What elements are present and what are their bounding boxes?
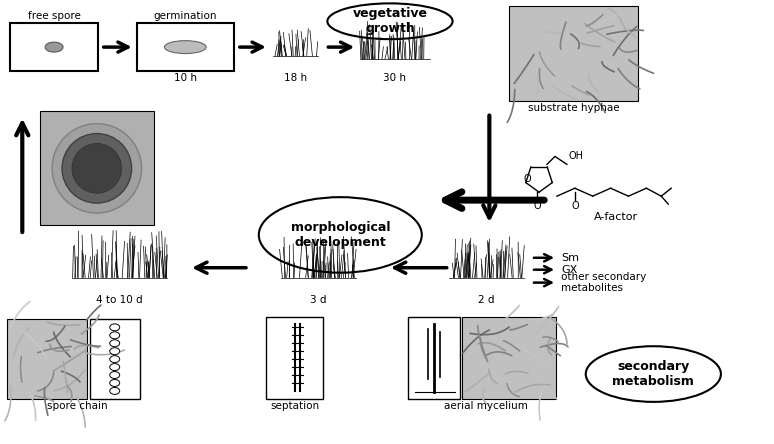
- Ellipse shape: [259, 197, 422, 273]
- Text: O: O: [571, 201, 579, 211]
- Text: 4 to 10 d: 4 to 10 d: [97, 294, 143, 305]
- Text: 30 h: 30 h: [383, 73, 406, 83]
- Text: 18 h: 18 h: [284, 73, 307, 83]
- Text: septation: septation: [270, 401, 319, 411]
- Bar: [40, 111, 155, 225]
- Ellipse shape: [110, 324, 120, 331]
- Text: secondary
metabolism: secondary metabolism: [612, 360, 694, 388]
- Text: GX: GX: [561, 265, 577, 275]
- Ellipse shape: [164, 41, 206, 54]
- Text: Sm: Sm: [561, 253, 579, 263]
- Bar: [10, 23, 98, 71]
- Ellipse shape: [110, 340, 120, 347]
- Text: A-factor: A-factor: [594, 212, 638, 222]
- Bar: [509, 6, 639, 101]
- Text: morphological
development: morphological development: [290, 221, 390, 249]
- Ellipse shape: [72, 143, 122, 193]
- Ellipse shape: [327, 4, 453, 39]
- Text: 10 h: 10 h: [174, 73, 197, 83]
- Ellipse shape: [110, 364, 120, 371]
- Ellipse shape: [110, 348, 120, 355]
- Ellipse shape: [110, 356, 120, 363]
- Ellipse shape: [586, 346, 721, 402]
- Bar: [461, 317, 556, 399]
- Ellipse shape: [62, 134, 132, 203]
- Text: OH: OH: [569, 151, 584, 162]
- Text: other secondary
metabolites: other secondary metabolites: [561, 272, 646, 293]
- Ellipse shape: [110, 380, 120, 386]
- Text: germination: germination: [153, 11, 217, 21]
- Text: spore chain: spore chain: [46, 401, 108, 411]
- Text: 3 d: 3 d: [310, 294, 327, 305]
- Bar: [8, 319, 87, 399]
- Text: vegetative
growth: vegetative growth: [352, 7, 427, 35]
- Bar: [136, 23, 234, 71]
- Text: O: O: [523, 174, 531, 184]
- Bar: [90, 319, 139, 399]
- Ellipse shape: [110, 372, 120, 379]
- Ellipse shape: [110, 332, 120, 339]
- Text: aerial mycelium: aerial mycelium: [444, 401, 529, 411]
- Text: substrate hyphae: substrate hyphae: [528, 103, 620, 113]
- Ellipse shape: [45, 42, 63, 52]
- Ellipse shape: [110, 388, 120, 394]
- Bar: [408, 317, 460, 399]
- Text: 2 d: 2 d: [478, 294, 495, 305]
- Bar: [265, 317, 324, 399]
- Ellipse shape: [52, 123, 142, 213]
- Text: free spore: free spore: [28, 11, 80, 21]
- Text: O: O: [533, 201, 541, 211]
